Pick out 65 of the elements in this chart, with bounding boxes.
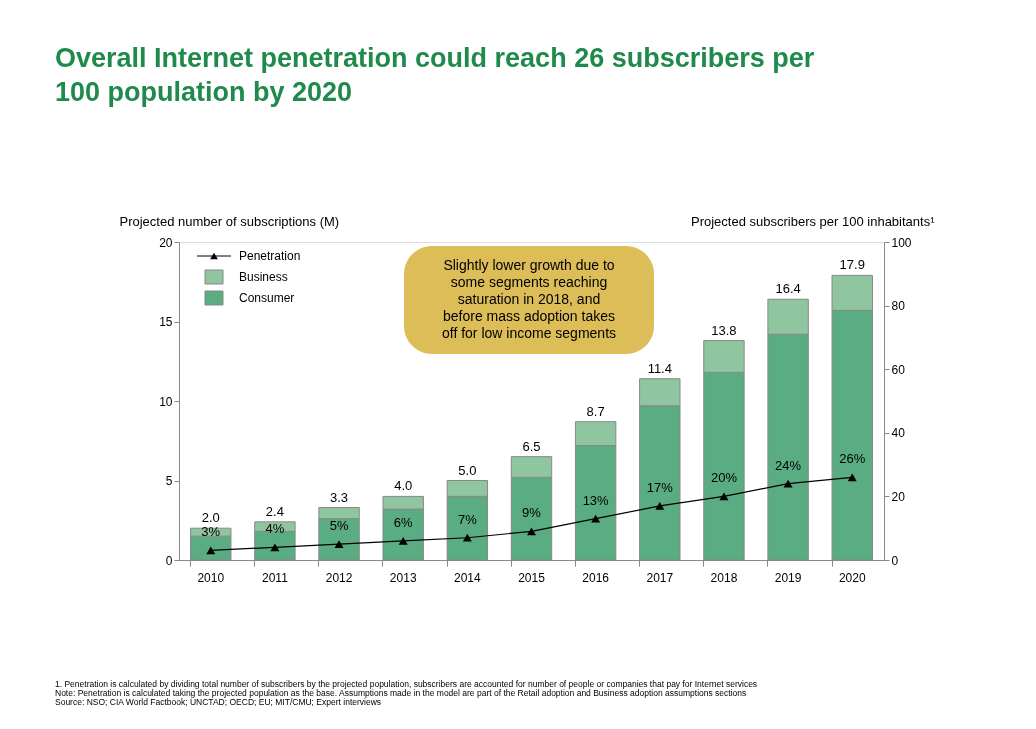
point	[206, 546, 216, 555]
point	[270, 543, 280, 552]
legend-label: Penetration	[239, 249, 301, 263]
data-label: 20%	[710, 470, 738, 486]
x-tick-label: 2012	[325, 570, 353, 585]
data-label: 7%	[457, 511, 478, 527]
total-label: 6.5	[522, 438, 541, 454]
point	[527, 527, 536, 536]
x-tick-label: 2017	[646, 570, 674, 585]
text: Note: Penetration is calculated taking the projected population as the base. Assumptions made in the model are part of the Retail adoption and Business adoption assumptions sections	[55, 688, 747, 698]
point	[591, 514, 601, 523]
y2-tick-label: 100	[891, 235, 912, 250]
total-label: 16.4	[775, 281, 801, 297]
total-label: 17.9	[839, 257, 865, 273]
data-label: 5%	[329, 518, 349, 534]
data-label: 24%	[775, 457, 802, 473]
y2-tick-label: 0	[891, 553, 899, 568]
y-tick-label: 15	[159, 315, 173, 329]
point	[462, 533, 472, 542]
data-label: 6%	[393, 514, 414, 530]
x-tick-label: 2019	[774, 570, 802, 585]
text: 1. Penetration is calculated by dividing total number of subscribers by the projected population, subscribers are accounted for number of people or companies that pay for Internet services	[55, 679, 758, 689]
y-axis-title: Projected number of subscriptions (M)	[119, 213, 340, 229]
x-tick-label: 2011	[262, 570, 289, 585]
data-label: 4%	[265, 521, 285, 537]
total-label: 8.7	[586, 403, 605, 419]
data-label: 26%	[839, 451, 866, 467]
data-label: 17%	[646, 479, 674, 495]
data-label: 3%	[201, 524, 221, 540]
x-tick-label: 2014	[454, 570, 482, 585]
x-tick-label: 2010	[197, 570, 225, 585]
y-tick-label: 0	[165, 553, 173, 568]
y2-tick-label: 60	[891, 362, 906, 377]
chart-title: Overall Internet penetration could reach 26 subscribers per 100 population by 2020	[55, 43, 815, 107]
point	[783, 479, 793, 488]
y-tick-label: 10	[159, 394, 173, 409]
total-label: 3.3	[330, 489, 349, 505]
legend-label: Consumer	[239, 291, 295, 305]
point	[398, 537, 408, 545]
source-note: Source: NSO; CIA World Factbook; UNCTAD; OECD; EU; MIT/CMU; Expert interviews	[55, 697, 382, 707]
y2-axis-title: Projected subscribers per 100 inhabitants¹	[690, 213, 936, 229]
point	[847, 473, 857, 482]
total-label: 11.4	[647, 360, 672, 376]
total-label: 2.4	[265, 503, 284, 519]
point	[334, 540, 344, 548]
y2-tick-label: 20	[891, 489, 906, 504]
total-label: 13.8	[711, 322, 737, 338]
x-tick-label: 2018	[710, 570, 738, 585]
x-tick-label: 2013	[389, 570, 417, 585]
point	[655, 502, 665, 510]
data-label: 13%	[582, 492, 610, 508]
y2-tick-label: 80	[891, 299, 906, 314]
x-tick-label: 2015	[518, 570, 546, 585]
y2-tick-label: 40	[891, 426, 906, 441]
data-label: 9%	[522, 505, 542, 521]
legend-label: Business	[239, 270, 288, 284]
x-tick-label: 2016	[582, 570, 610, 585]
y-tick-label: 5	[165, 474, 173, 488]
annotation: Slightly lower growth due to some segments reaching saturation in 2018, and before mass adoption takes off for low income segments	[441, 257, 617, 341]
y-tick-label: 20	[159, 235, 173, 250]
total-label: 5.0	[458, 462, 477, 478]
x-tick-label: 2020	[838, 570, 866, 585]
point	[719, 492, 729, 501]
total-label: 2.0	[201, 510, 220, 526]
total-label: 4.0	[394, 478, 413, 494]
